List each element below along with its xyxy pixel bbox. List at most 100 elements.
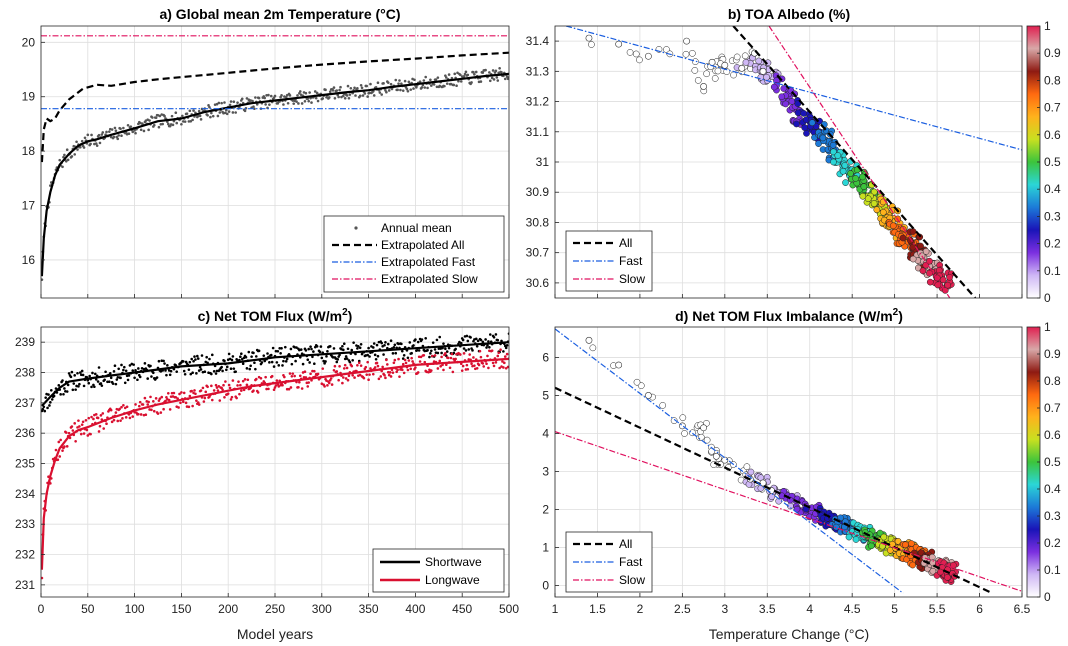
scatter-point-early xyxy=(708,58,716,66)
annual-mean-dot xyxy=(237,380,240,383)
series-line xyxy=(732,26,977,298)
annual-mean-dot xyxy=(212,369,216,373)
panel-d: d) Net TOM Flux Imbalance (W/m2) 1 1.5 2 2.… xyxy=(542,307,1061,642)
annual-mean-dot xyxy=(459,73,462,77)
annual-mean-dot xyxy=(151,116,154,119)
annual-mean-dot xyxy=(218,111,222,114)
y-tick-label: 31.3 xyxy=(526,64,550,78)
annual-mean-dot xyxy=(210,372,213,376)
annual-mean-dot xyxy=(299,348,303,351)
scatter-point xyxy=(679,414,687,421)
annual-mean-dot xyxy=(72,382,76,385)
annual-mean-dot xyxy=(265,387,268,391)
annual-mean-dot xyxy=(187,405,191,409)
scatter-point xyxy=(626,49,634,56)
colorbar-tick-label: 0.3 xyxy=(1044,209,1061,223)
annual-mean-dot xyxy=(283,345,287,349)
series-line xyxy=(563,26,1022,151)
annual-mean-dot xyxy=(398,79,401,82)
annual-mean-dot xyxy=(100,133,104,136)
annual-mean-dot xyxy=(436,367,440,370)
annual-mean-dot xyxy=(257,96,261,100)
annual-mean-dot xyxy=(199,118,203,121)
annual-mean-dot xyxy=(313,90,317,93)
annual-mean-dot xyxy=(232,367,236,370)
annual-mean-dot xyxy=(268,361,271,364)
annual-mean-dot xyxy=(136,378,139,382)
annual-mean-dot xyxy=(93,385,96,389)
annual-mean-dot xyxy=(360,86,364,90)
annual-mean-dot xyxy=(312,350,315,353)
annual-mean-dot xyxy=(372,342,376,345)
scatter-point xyxy=(873,206,881,214)
annual-mean-dot xyxy=(157,359,161,363)
annual-mean-dot xyxy=(474,70,478,74)
annual-mean-dot xyxy=(484,68,487,72)
annual-mean-dot xyxy=(382,82,385,85)
annual-mean-dot xyxy=(196,354,199,358)
annual-mean-dot xyxy=(138,400,142,404)
scatter-point xyxy=(859,173,866,181)
annual-mean-dot xyxy=(229,398,233,401)
annual-mean-dot xyxy=(241,379,245,383)
annual-mean-dot xyxy=(459,80,463,83)
annual-mean-dot xyxy=(432,83,436,86)
annual-mean-dot xyxy=(70,425,74,428)
x-tick-label: 3 xyxy=(721,602,728,616)
annual-mean-dot xyxy=(468,353,471,356)
legend-annual-mean: Annual mean xyxy=(381,221,452,235)
annual-mean-dot xyxy=(189,119,193,123)
annual-mean-dot xyxy=(171,123,175,127)
annual-mean-dot xyxy=(498,366,501,370)
annual-mean-dot xyxy=(150,375,153,378)
annual-mean-dot xyxy=(464,70,468,74)
scatter-point xyxy=(743,463,751,471)
annual-mean-dot xyxy=(479,355,483,359)
y-tick-label: 30.7 xyxy=(526,246,550,260)
scatter-point xyxy=(939,276,947,284)
annual-mean-dot xyxy=(175,370,179,373)
annual-mean-dot xyxy=(465,363,469,367)
annual-mean-dot xyxy=(473,364,476,367)
annual-mean-dot xyxy=(63,387,66,390)
annual-mean-dot xyxy=(57,384,61,387)
scatter-point xyxy=(733,53,741,61)
scatter-point xyxy=(632,50,640,58)
annual-mean-dot xyxy=(117,367,120,371)
annual-mean-dot xyxy=(133,376,136,380)
annual-mean-dot xyxy=(396,368,399,372)
annual-mean-dot xyxy=(204,390,208,394)
scatter-point xyxy=(926,257,933,265)
annual-mean-dot xyxy=(62,392,65,396)
annual-mean-dot xyxy=(87,381,91,385)
annual-mean-dot xyxy=(89,432,92,436)
annual-mean-dot xyxy=(66,158,70,162)
annual-mean-dot xyxy=(400,82,403,85)
annual-mean-dot xyxy=(366,360,369,364)
annual-mean-dot xyxy=(474,337,478,341)
annual-mean-dot xyxy=(377,377,381,381)
scatter-point xyxy=(633,378,641,386)
annual-mean-dot xyxy=(501,360,504,363)
colorbar-tick-label: 0 xyxy=(1044,291,1051,305)
annual-mean-dot xyxy=(217,101,221,105)
annual-mean-dot xyxy=(420,338,424,341)
x-tick-label: 5.5 xyxy=(929,602,946,616)
annual-mean-dot xyxy=(77,419,80,422)
annual-mean-dot xyxy=(382,353,385,356)
annual-mean-dot xyxy=(268,103,271,106)
annual-mean-dot xyxy=(490,76,494,80)
annual-mean-dot xyxy=(183,120,187,123)
annual-mean-dot xyxy=(192,359,195,363)
annual-mean-dot xyxy=(449,356,453,360)
annual-mean-dot xyxy=(78,425,81,428)
scatter-point xyxy=(832,523,840,531)
annual-mean-dot xyxy=(188,394,192,398)
annual-mean-dot xyxy=(238,358,241,362)
annual-mean-dot xyxy=(137,404,141,408)
annual-mean-dot xyxy=(433,354,437,357)
panel-b-marks xyxy=(563,26,1022,298)
annual-mean-dot xyxy=(472,356,475,359)
annual-mean-dot xyxy=(43,409,47,413)
annual-mean-dot xyxy=(162,407,165,411)
